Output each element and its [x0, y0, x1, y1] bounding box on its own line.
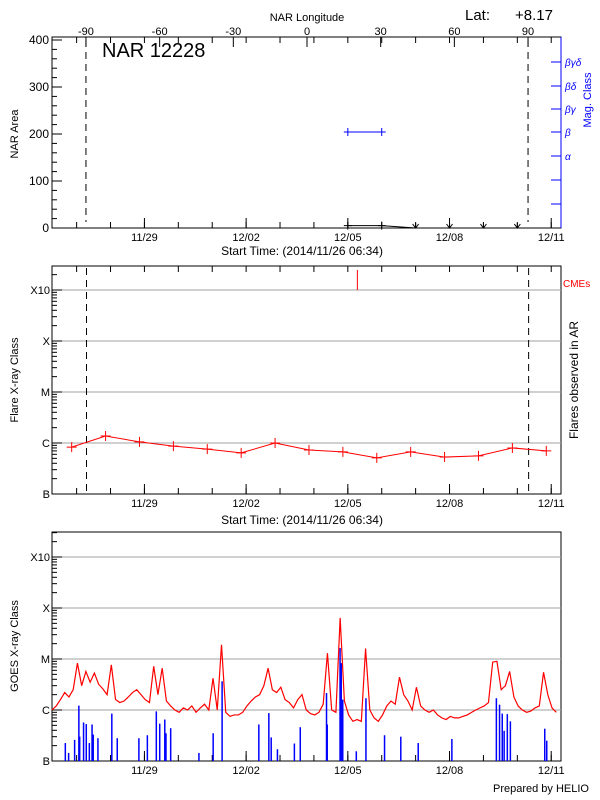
- x-tick-label: 11/29: [131, 498, 158, 510]
- flare-point: [168, 441, 179, 452]
- longitude-tick-label: 0: [304, 26, 310, 38]
- flare-point: [371, 452, 382, 463]
- flare-point: [337, 446, 348, 457]
- cme-label: CMEs: [563, 279, 590, 290]
- latitude-label: Lat:: [465, 7, 490, 24]
- plot-frame-2: [51, 531, 562, 762]
- longitude-tick-label: -90: [78, 26, 94, 38]
- x-tick-label: 12/05: [334, 232, 362, 244]
- flare-point: [66, 442, 77, 453]
- longitude-tick-label: 30: [375, 26, 387, 38]
- mag-class-label: α: [565, 152, 571, 163]
- flare-point: [270, 438, 281, 448]
- area-point: [377, 221, 386, 230]
- flare-point: [202, 444, 213, 455]
- y-tick-label: C: [42, 705, 50, 717]
- x-axis-label-top: Start Time: (2014/11/26 06:34): [221, 244, 383, 258]
- flare-point: [405, 446, 416, 457]
- x-tick-label: 12/11: [538, 498, 565, 510]
- y-tick-label: C: [42, 438, 50, 450]
- longitude-tick-label: 90: [522, 26, 534, 38]
- y-tick-label: M: [41, 387, 50, 399]
- mag-class-label: βδ: [564, 82, 577, 93]
- flare-point: [134, 436, 145, 447]
- x-tick-label: 12/05: [334, 765, 362, 777]
- y-tick-label: M: [41, 654, 50, 666]
- x-tick-label: 12/02: [232, 498, 260, 510]
- plot-frame-0: [51, 36, 562, 229]
- y-tick-label: B: [43, 756, 50, 768]
- longitude-tick-label: -30: [225, 26, 241, 38]
- y-axis-label-mag-class: Mag. Class: [582, 72, 594, 128]
- x-tick-label: 11/29: [131, 765, 158, 777]
- y-tick-label: 200: [29, 127, 49, 141]
- region-title: NAR 12228: [102, 40, 205, 62]
- x-tick-label: 12/08: [436, 232, 464, 244]
- mag-class-label: β: [564, 128, 571, 139]
- flare-point: [100, 431, 111, 442]
- area-line: [347, 225, 518, 229]
- x-tick-label: 12/08: [436, 498, 464, 510]
- mag-class-point: [343, 128, 352, 136]
- y-tick-label: X10: [30, 552, 50, 564]
- longitude-tick-label: -60: [152, 26, 168, 38]
- latitude-value: +8.17: [515, 7, 553, 24]
- y-tick-label: X10: [30, 285, 50, 297]
- x-tick-label: 12/11: [538, 765, 565, 777]
- area-point-zero: [513, 223, 521, 229]
- flare-point: [541, 445, 552, 456]
- flare-point: [507, 442, 518, 453]
- x-tick-label: 12/02: [232, 765, 260, 777]
- y-tick-label: 300: [29, 80, 49, 94]
- flare-point: [473, 450, 484, 461]
- area-point-zero: [446, 223, 453, 229]
- x-tick-label: 11/29: [131, 232, 158, 244]
- x-tick-label: 12/08: [436, 765, 464, 777]
- longitude-tick-label: 60: [448, 26, 460, 38]
- y-tick-label: B: [43, 489, 50, 501]
- flare-point: [303, 444, 314, 455]
- mag-class-point: [377, 128, 386, 136]
- top-axis-label: NAR Longitude: [270, 12, 345, 24]
- x-tick-label: 12/05: [334, 498, 362, 510]
- x-axis-label-middle: Start Time: (2014/11/26 06:34): [221, 513, 383, 527]
- area-point-zero: [480, 223, 487, 229]
- x-tick-label: 12/11: [538, 232, 565, 244]
- y-axis-label-flare: Flare X-ray Class: [9, 337, 21, 422]
- mag-class-label: βγ: [564, 105, 577, 116]
- footer-credit: Prepared by HELIO: [493, 783, 589, 795]
- x-tick-label: 12/02: [232, 232, 260, 244]
- goes-flux-line: [51, 617, 557, 723]
- area-point-zero: [412, 223, 420, 229]
- y-axis-label-goes: GOES X-ray Class: [9, 600, 21, 692]
- plot-frame-1: [51, 265, 562, 495]
- mag-class-label: βγδ: [564, 58, 582, 69]
- right-label-flares-observed: Flares observed in AR: [567, 321, 581, 439]
- y-axis-label-area: NAR Area: [9, 109, 21, 159]
- y-tick-label: X: [43, 336, 51, 348]
- flare-point: [439, 452, 450, 463]
- y-tick-label: 400: [29, 33, 49, 47]
- flare-point: [236, 447, 247, 458]
- y-tick-label: X: [43, 603, 51, 615]
- y-tick-label: 100: [29, 174, 49, 188]
- y-tick-label: 0: [42, 221, 49, 235]
- area-point: [343, 221, 352, 230]
